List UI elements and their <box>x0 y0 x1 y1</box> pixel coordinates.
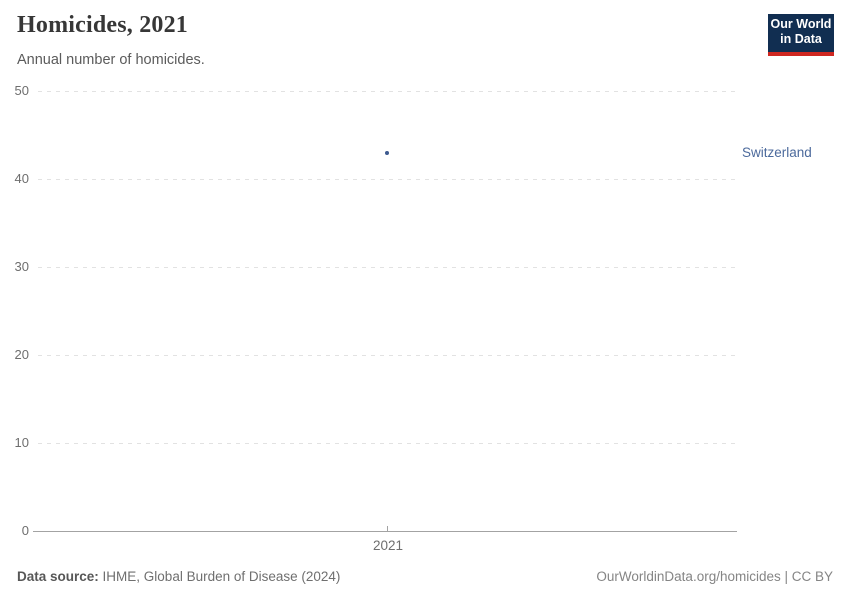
owid-logo[interactable]: Our World in Data <box>768 14 834 56</box>
x-axis-line <box>33 531 737 532</box>
owid-logo-line1: Our World <box>770 17 832 31</box>
data-source: Data source: IHME, Global Burden of Dise… <box>17 569 340 584</box>
y-axis-tick-label: 30 <box>14 259 29 274</box>
y-axis-tick-label: 50 <box>14 83 29 98</box>
gridline <box>38 179 737 180</box>
gridline <box>38 355 737 356</box>
x-axis-tick-label: 2021 <box>372 538 404 553</box>
y-axis-tick-label: 20 <box>14 347 29 362</box>
data-point-switzerland[interactable] <box>385 150 389 155</box>
x-axis-tick <box>387 526 388 532</box>
owid-logo-line2: in Data <box>780 32 822 46</box>
gridline <box>38 443 737 444</box>
series-label-switzerland[interactable]: Switzerland <box>742 144 812 160</box>
gridline <box>38 91 737 92</box>
data-source-text: IHME, Global Burden of Disease (2024) <box>102 569 341 584</box>
chart-subtitle: Annual number of homicides. <box>17 52 205 68</box>
y-axis-tick-label: 10 <box>14 435 29 450</box>
gridline <box>38 267 737 268</box>
page-title: Homicides, 2021 <box>17 12 188 38</box>
y-axis-tick-label: 0 <box>21 523 29 538</box>
y-axis-tick-label: 40 <box>14 171 29 186</box>
data-source-label: Data source: <box>17 569 99 584</box>
credit-link[interactable]: OurWorldinData.org/homicides | CC BY <box>596 569 833 584</box>
